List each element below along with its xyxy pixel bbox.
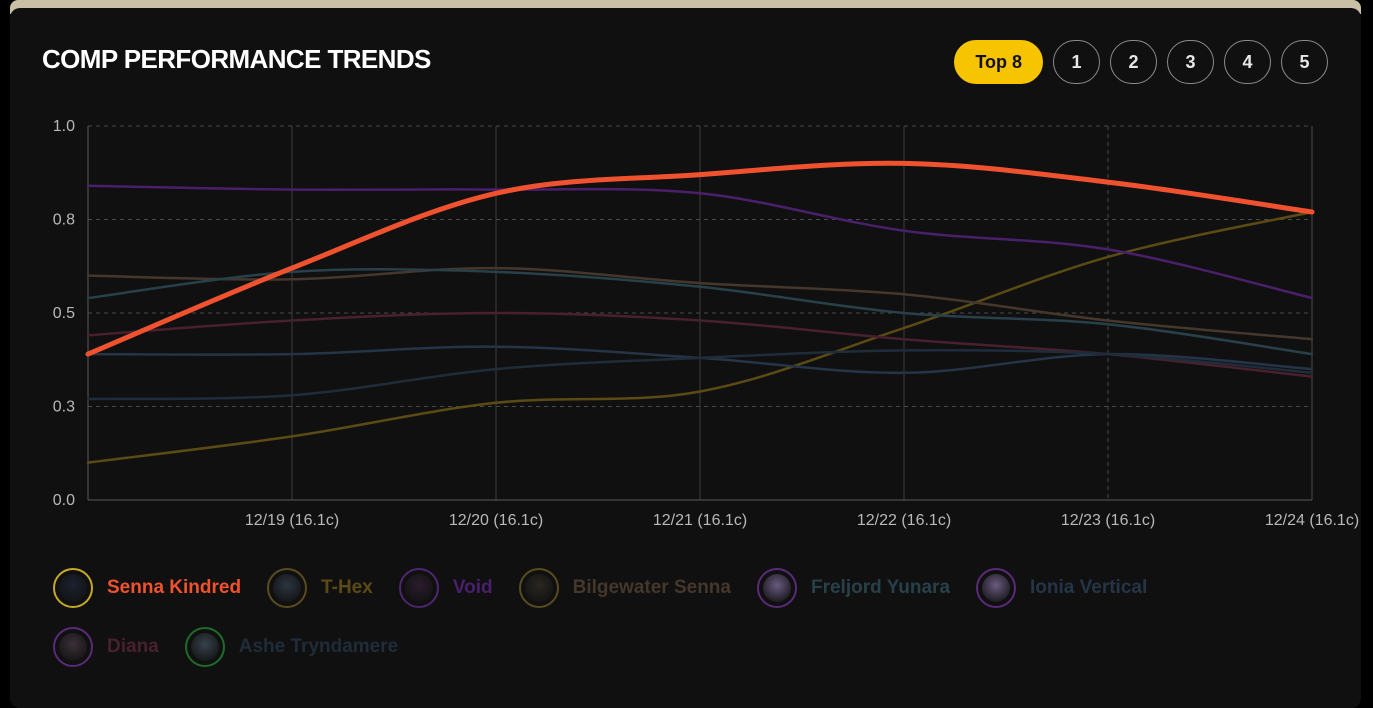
chart-legend: Senna Kindred T-Hex Void Bilgewater Senna Fr… — [53, 566, 1333, 684]
legend-item-diana[interactable]: Diana — [53, 627, 159, 667]
filter-5-button[interactable]: 5 — [1281, 40, 1328, 84]
legend-row: Diana Ashe Tryndamere — [53, 625, 1333, 669]
portrait-art — [59, 574, 87, 602]
y-tick-label: 0.0 — [53, 492, 75, 509]
legend-label: Senna Kindred — [107, 577, 242, 598]
placement-filter-group: Top 8 1 2 3 4 5 — [954, 40, 1328, 84]
legend-label: Diana — [107, 636, 159, 657]
legend-row: Senna Kindred T-Hex Void Bilgewater Senna Fr… — [53, 566, 1333, 610]
y-tick-label: 0.5 — [53, 305, 75, 322]
y-tick-label: 1.0 — [53, 118, 75, 135]
y-tick-label: 0.3 — [53, 399, 75, 416]
legend-label: T-Hex — [321, 577, 373, 598]
filter-2-button[interactable]: 2 — [1110, 40, 1157, 84]
performance-line-chart: 1.0 0.8 0.5 0.3 0.0 12/19 (16.1c) 12/20 (16.1c… — [53, 118, 1359, 529]
portrait-art — [982, 574, 1011, 602]
portrait-art — [273, 574, 302, 602]
series-line-freljord-yunara — [86, 268, 1314, 356]
x-tick-label: 12/24 (16.1c) — [1265, 512, 1359, 529]
filter-4-button[interactable]: 4 — [1224, 40, 1271, 84]
x-tick-label: 12/23 (16.1c) — [1061, 512, 1155, 529]
legend-item-t-hex[interactable]: T-Hex — [267, 568, 373, 608]
legend-label: Void — [452, 577, 493, 598]
x-tick-label: 12/22 (16.1c) — [857, 512, 951, 529]
portrait-art — [190, 633, 219, 661]
series-line-ashe-tryndamere — [86, 348, 1314, 401]
legend-label: Ionia Vertical — [1030, 577, 1148, 598]
bilgewater-senna-portrait-icon — [518, 568, 559, 608]
portrait-art — [59, 633, 87, 661]
legend-item-ionia-vertical[interactable]: Ionia Vertical — [976, 568, 1147, 608]
legend-label: Freljord Yunara — [810, 577, 951, 598]
diana-portrait-icon — [53, 627, 93, 667]
page-title: COMP PERFORMANCE TRENDS — [42, 44, 431, 74]
portrait-art — [524, 574, 553, 602]
legend-label: Bilgewater Senna — [572, 577, 731, 598]
filter-3-button[interactable]: 3 — [1167, 40, 1214, 84]
senna-kindred-portrait-icon — [53, 568, 93, 608]
series-line-void — [86, 184, 1314, 300]
portrait-art — [762, 574, 791, 602]
y-tick-label: 0.8 — [53, 212, 75, 229]
void-portrait-icon — [398, 568, 439, 608]
legend-item-bilgewater-senna[interactable]: Bilgewater Senna — [518, 568, 731, 608]
legend-item-senna-kindred[interactable]: Senna Kindred — [53, 568, 241, 608]
ionia-vertical-portrait-icon — [976, 568, 1017, 608]
x-tick-label: 12/19 (16.1c) — [245, 512, 339, 529]
t-hex-portrait-icon — [267, 568, 308, 608]
series-line-t-hex — [86, 210, 1314, 464]
series-line-senna-kindred — [85, 160, 1315, 357]
portrait-art — [404, 574, 433, 602]
x-tick-label: 12/20 (16.1c) — [449, 512, 543, 529]
legend-item-ashe-tryndamere[interactable]: Ashe Tryndamere — [184, 627, 399, 667]
legend-label: Ashe Tryndamere — [238, 636, 399, 657]
filter-top8-button[interactable]: Top 8 — [954, 40, 1043, 84]
freljord-yunara-portrait-icon — [756, 568, 797, 608]
series-line-bilgewater-senna — [86, 266, 1314, 341]
x-tick-label: 12/21 (16.1c) — [653, 512, 747, 529]
ashe-tryndamere-portrait-icon — [184, 627, 225, 667]
filter-1-button[interactable]: 1 — [1053, 40, 1100, 84]
legend-item-freljord-yunara[interactable]: Freljord Yunara — [756, 568, 951, 608]
legend-item-void[interactable]: Void — [398, 568, 493, 608]
